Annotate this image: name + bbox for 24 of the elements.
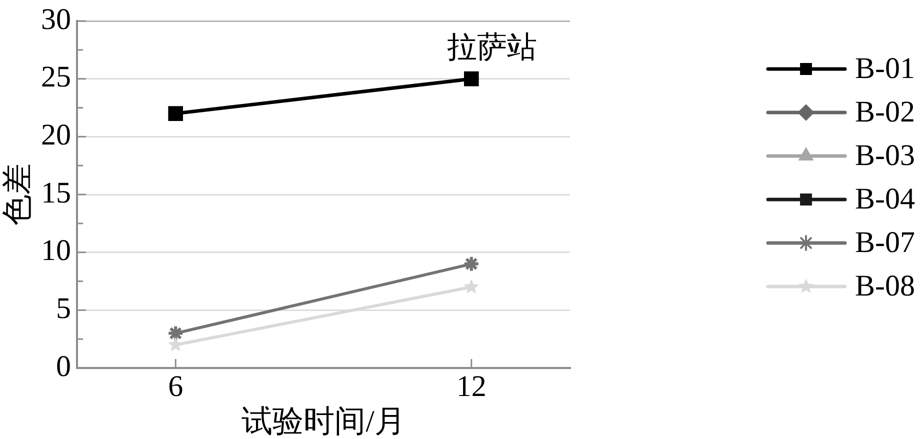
point [167,324,184,342]
y-tick-label: 0 [56,350,71,383]
point [464,279,480,294]
legend-label: B-03 [855,138,915,172]
y-tick-label: 25 [41,60,71,94]
legend-label: B-01 [855,52,915,85]
x-tick-label: 12 [456,370,486,403]
point [168,106,184,121]
point [168,336,184,352]
legend-label: B-07 [855,226,915,259]
legend-label: B-02 [855,95,915,128]
legend-label: B-08 [855,269,915,302]
point [462,255,480,272]
x-axis-title: 试验时间/月 [242,404,406,439]
y-tick-label: 30 [41,2,71,36]
y-tick-label: 15 [41,176,71,210]
annotation: 拉萨站 [447,31,537,64]
x-tick-label: 6 [168,370,184,403]
y-tick-label: 10 [41,234,71,268]
y-tick-label: 5 [56,292,71,326]
legend-label: B-04 [855,182,915,216]
y-axis-title: 色差 [0,164,35,226]
y-tick-label: 20 [41,118,71,152]
point [464,71,479,86]
